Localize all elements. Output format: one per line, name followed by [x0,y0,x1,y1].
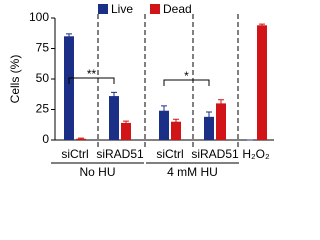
error-bar [111,91,117,101]
significance-bracket [163,79,210,86]
significance-label: * [184,69,189,83]
y-tick-label: 50 [36,71,50,85]
significance-bracket [68,77,115,84]
error-bar [66,33,72,40]
significance-label: ** [87,67,97,81]
bar [204,116,214,140]
x-tick-label: siRAD51 [96,147,144,161]
y-tick-label: 0 [42,132,49,146]
bar [64,36,74,140]
error-bar [123,120,129,126]
x-tick-label: siCtrl [156,147,183,161]
error-bar [218,99,224,108]
x-tick-label: siCtrl [61,147,88,161]
y-tick-label: 25 [36,102,50,116]
bar [121,122,131,140]
x-tick-label: siRAD51 [191,147,239,161]
error-bar [206,111,212,123]
error-bar [173,118,179,125]
legend-label: Live [111,2,133,16]
bar [216,103,226,140]
bar [171,121,181,140]
y-tick-label: 75 [36,41,50,55]
group-label: 4 mM HU [167,165,218,179]
y-tick-label: 100 [29,10,49,24]
bar [257,25,267,140]
legend-swatch [98,4,108,14]
bar [159,110,169,140]
error-bar [78,137,84,140]
error-bar [161,105,167,117]
x-tick-label: H₂O₂ [242,147,270,161]
legend-label: Dead [163,2,192,16]
bar [109,96,119,140]
error-bar [259,23,265,28]
chart: Cells (%) 0 25 50 75 100 Live Dead siCtrl siRAD5… [8,2,274,179]
group-label: No HU [79,165,115,179]
legend-swatch [150,4,160,14]
y-axis-label: Cells (%) [8,55,22,104]
